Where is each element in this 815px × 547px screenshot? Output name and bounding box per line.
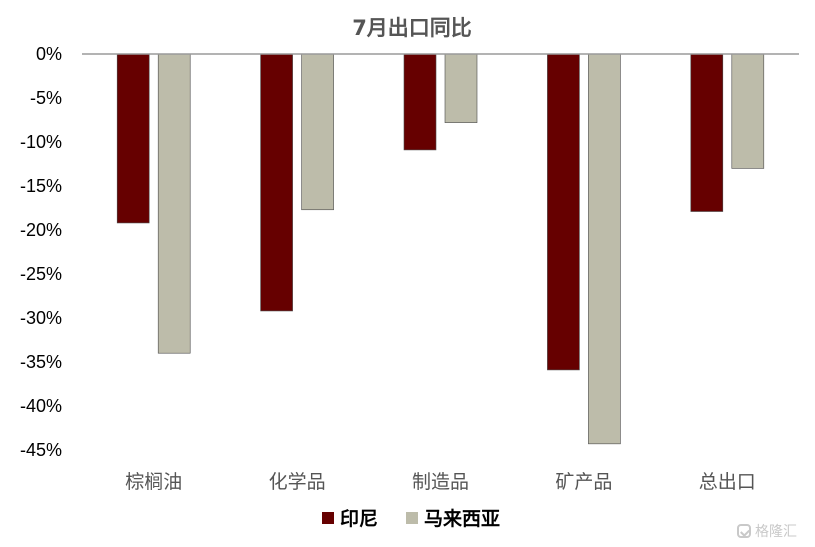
watermark: 格隆汇 (737, 521, 797, 541)
y-tick-label: 0% (36, 44, 62, 64)
bar-malaysia (301, 53, 334, 211)
watermark-text: 格隆汇 (755, 524, 797, 540)
y-tick-label: -10% (20, 132, 62, 152)
bar-indonesia (260, 53, 293, 312)
chart-title: 7月出口同比 (352, 16, 472, 40)
legend-swatch-indonesia (322, 512, 334, 524)
legend: 印尼 马来西亚 (322, 508, 500, 530)
legend-label: 印尼 (340, 508, 378, 530)
legend-label: 马来西亚 (424, 508, 500, 530)
x-tick-label: 化学品 (269, 471, 326, 493)
x-tick-label: 总出口 (699, 471, 756, 493)
bar-malaysia (588, 53, 621, 445)
y-tick-label: -15% (20, 176, 62, 196)
y-tick-label: -5% (30, 88, 62, 108)
x-tick-label: 矿产品 (555, 471, 612, 493)
bar-indonesia (690, 53, 724, 212)
bar-malaysia (731, 53, 765, 169)
y-tick-label: -40% (20, 396, 62, 416)
bar-malaysia (444, 53, 478, 123)
y-tick-label: -20% (20, 220, 62, 240)
bar-indonesia (547, 53, 580, 371)
x-tick-label: 制造品 (412, 471, 469, 493)
legend-swatch-malaysia (406, 512, 418, 524)
x-tick-label: 棕榈油 (125, 471, 182, 493)
bars (116, 53, 765, 445)
watermark-logo-icon (737, 524, 751, 538)
y-tick-label: -30% (20, 308, 62, 328)
y-tick-label: -45% (20, 440, 62, 460)
bar-malaysia (157, 53, 191, 354)
bar-indonesia (403, 53, 437, 151)
y-tick-label: -25% (20, 264, 62, 284)
y-tick-label: -35% (20, 352, 62, 372)
y-axis: 0% -5% -10% -15% -20% -25% -30% -35% -40% -45% (20, 44, 62, 460)
bar-indonesia (116, 53, 150, 224)
x-axis-labels: 棕榈油 化学品 制造品 矿产品 总出口 (125, 471, 756, 493)
